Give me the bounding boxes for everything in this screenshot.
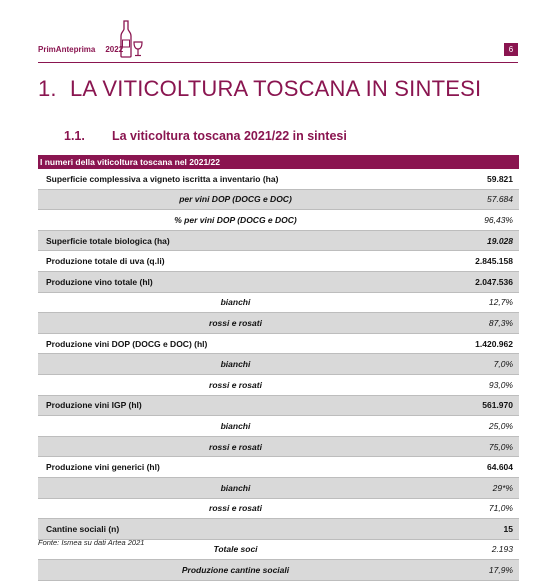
table-row: rossi e rosati 75,0% xyxy=(38,436,519,458)
table-row: Produzione cantine sociali 17,9% xyxy=(38,560,519,581)
row-label: Totale soci xyxy=(213,544,258,555)
header-rule xyxy=(38,62,518,63)
row-label: rossi e rosati xyxy=(209,503,262,514)
brand-year: 2022 xyxy=(105,45,124,54)
row-label: per vini DOP (DOCG e DOC) xyxy=(179,194,292,205)
table-row: Produzione vini generici (hl) 64.604 xyxy=(38,457,519,478)
row-value: 93,0% xyxy=(488,379,513,390)
row-value: 17,9% xyxy=(488,565,513,576)
row-value: 71,0% xyxy=(488,503,513,514)
row-value: 59.821 xyxy=(487,173,513,184)
table-row: per vini DOP (DOCG e DOC) 57.684 xyxy=(38,189,519,211)
table-row: rossi e rosati 71,0% xyxy=(38,499,519,520)
row-value: 12,7% xyxy=(488,297,513,308)
table-row: rossi e rosati 93,0% xyxy=(38,375,519,396)
row-label: bianchi xyxy=(220,482,251,493)
row-value: 64.604 xyxy=(487,462,513,473)
section-heading: 1. LA VITICOLTURA TOSCANA IN SINTESI xyxy=(38,76,481,102)
row-label: Produzione vini IGP (hl) xyxy=(46,400,142,411)
row-label: bianchi xyxy=(220,359,251,370)
table-row: bianchi 25,0% xyxy=(38,416,519,437)
table-row: bianchi 7,0% xyxy=(38,354,519,375)
table-row: Superficie totale biologica (ha) 19.028 xyxy=(38,230,519,252)
row-value: 29*% xyxy=(492,482,513,493)
row-value: 19.028 xyxy=(487,235,513,246)
table-row: % per vini DOP (DOCG e DOC) 96,43% xyxy=(38,210,519,231)
row-label: rossi e rosati xyxy=(209,441,262,452)
row-label: Superficie totale biologica (ha) xyxy=(46,235,170,246)
section-number: 1. xyxy=(38,76,57,101)
row-label: Produzione cantine sociali xyxy=(181,565,290,576)
page-header: PrimAnteprima 2022 6 xyxy=(38,20,518,64)
row-value: 561.970 xyxy=(482,400,513,411)
table-row: Produzione vino totale (hl) 2.047.536 xyxy=(38,271,519,293)
stats-table: I numeri della viticoltura toscana nel 2… xyxy=(38,155,519,581)
row-value: 2.047.536 xyxy=(475,276,513,287)
subsection-heading: 1.1. La viticoltura toscana 2021/22 in si… xyxy=(64,129,347,143)
page-number-badge: 6 xyxy=(504,43,518,56)
row-value: 96,43% xyxy=(484,214,513,225)
row-label: Produzione totale di uva (q.li) xyxy=(46,256,165,267)
row-label: Produzione vini generici (hl) xyxy=(46,462,160,473)
table-title: I numeri della viticoltura toscana nel 2… xyxy=(38,155,519,169)
row-label: rossi e rosati xyxy=(209,379,262,390)
row-value: 75,0% xyxy=(488,441,513,452)
row-label: Produzione vini DOP (DOCG e DOC) (hl) xyxy=(46,338,208,349)
table-row: Produzione vini DOP (DOCG e DOC) (hl) 1.4… xyxy=(38,334,519,355)
subsection-number: 1.1. xyxy=(64,129,85,143)
row-value: 2.193 xyxy=(491,544,513,555)
table-row: Produzione totale di uva (q.li) 2.845.158 xyxy=(38,251,519,272)
row-label: Superficie complessiva a vigneto iscritt… xyxy=(46,173,279,184)
wine-bottle-glass-icon xyxy=(120,20,143,58)
source-note: Fonte: Ismea su dati Artea 2021 xyxy=(38,538,145,547)
row-value: 7,0% xyxy=(493,359,513,370)
table-row: Produzione vini IGP (hl) 561.970 xyxy=(38,395,519,417)
table-row: rossi e rosati 87,3% xyxy=(38,313,519,334)
row-label: rossi e rosati xyxy=(209,317,262,328)
table-row: Superficie complessiva a vigneto iscritt… xyxy=(38,169,519,190)
row-value: 87,3% xyxy=(488,317,513,328)
row-value: 1.420.962 xyxy=(475,338,513,349)
section-title: LA VITICOLTURA TOSCANA IN SINTESI xyxy=(70,76,482,101)
brand-name: PrimAnteprima xyxy=(38,45,96,54)
row-label: bianchi xyxy=(220,420,251,431)
row-value: 2.845.158 xyxy=(475,256,513,267)
row-label: bianchi xyxy=(220,297,251,308)
table-row: Cantine sociali (n) 15 xyxy=(38,519,519,540)
row-value: 15 xyxy=(503,523,513,534)
table-body: Superficie complessiva a vigneto iscritt… xyxy=(38,169,519,581)
row-label: Produzione vino totale (hl) xyxy=(46,276,153,287)
row-value: 57.684 xyxy=(487,194,513,205)
table-row: bianchi 12,7% xyxy=(38,293,519,314)
row-label: % per vini DOP (DOCG e DOC) xyxy=(174,214,297,225)
subsection-title: La viticoltura toscana 2021/22 in sintes… xyxy=(112,129,347,143)
table-row: bianchi 29*% xyxy=(38,477,519,499)
brand-label: PrimAnteprima 2022 xyxy=(38,45,123,54)
row-value: 25,0% xyxy=(488,420,513,431)
row-label: Cantine sociali (n) xyxy=(46,523,120,534)
